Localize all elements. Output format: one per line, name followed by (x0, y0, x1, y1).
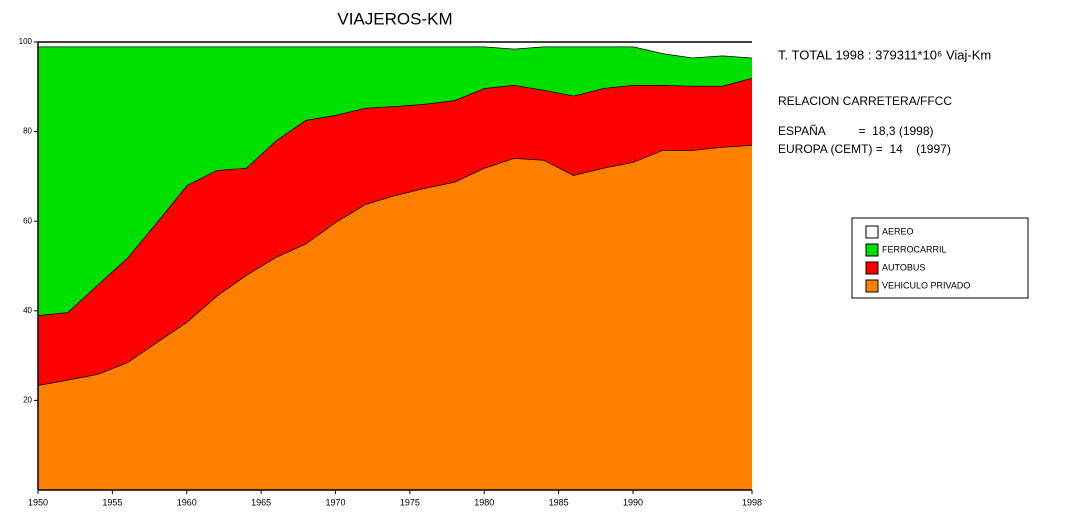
x-tick-label: 1970 (325, 497, 345, 507)
y-tick-label: 80 (23, 127, 32, 136)
x-tick-label: 1975 (400, 497, 420, 507)
legend-label: VEHICULO PRIVADO (882, 280, 970, 290)
annotation: ESPAÑA = 18,3 (1998) (778, 124, 934, 138)
x-tick-label: 1980 (474, 497, 494, 507)
chart-title: VIAJEROS-KM (337, 9, 452, 28)
area-fill (38, 145, 752, 491)
legend-label: FERROCARRIL (882, 244, 947, 254)
x-tick-label: 1985 (549, 497, 569, 507)
y-tick-label: 40 (23, 306, 32, 315)
x-tick-label: 1950 (28, 497, 48, 507)
y-tick-label: 20 (23, 396, 32, 405)
legend-box (851, 217, 1029, 299)
legend-swatch (865, 261, 879, 275)
annotation: EUROPA (CEMT) = 14 (1997) (778, 142, 951, 156)
legend-swatch (865, 225, 879, 239)
x-tick-label: 1965 (251, 497, 271, 507)
annotation: T. TOTAL 1998 : 379311*10⁶ Viaj-Km (778, 47, 991, 62)
legend-label: AUTOBUS (882, 262, 925, 272)
x-tick-label: 1955 (102, 497, 122, 507)
x-tick-label: 1998 (742, 497, 762, 507)
legend-label: AEREO (882, 226, 914, 236)
area-fill (38, 46, 752, 316)
legend-swatch (865, 243, 879, 257)
x-tick-label: 1990 (623, 497, 643, 507)
y-tick-label: 100 (19, 37, 33, 46)
y-tick-label: 60 (23, 216, 32, 225)
legend-swatch (865, 279, 879, 293)
x-tick-label: 1960 (177, 497, 197, 507)
area-fill (38, 77, 752, 386)
annotation: RELACION CARRETERA/FFCC (778, 94, 952, 108)
area-fill (38, 42, 752, 58)
